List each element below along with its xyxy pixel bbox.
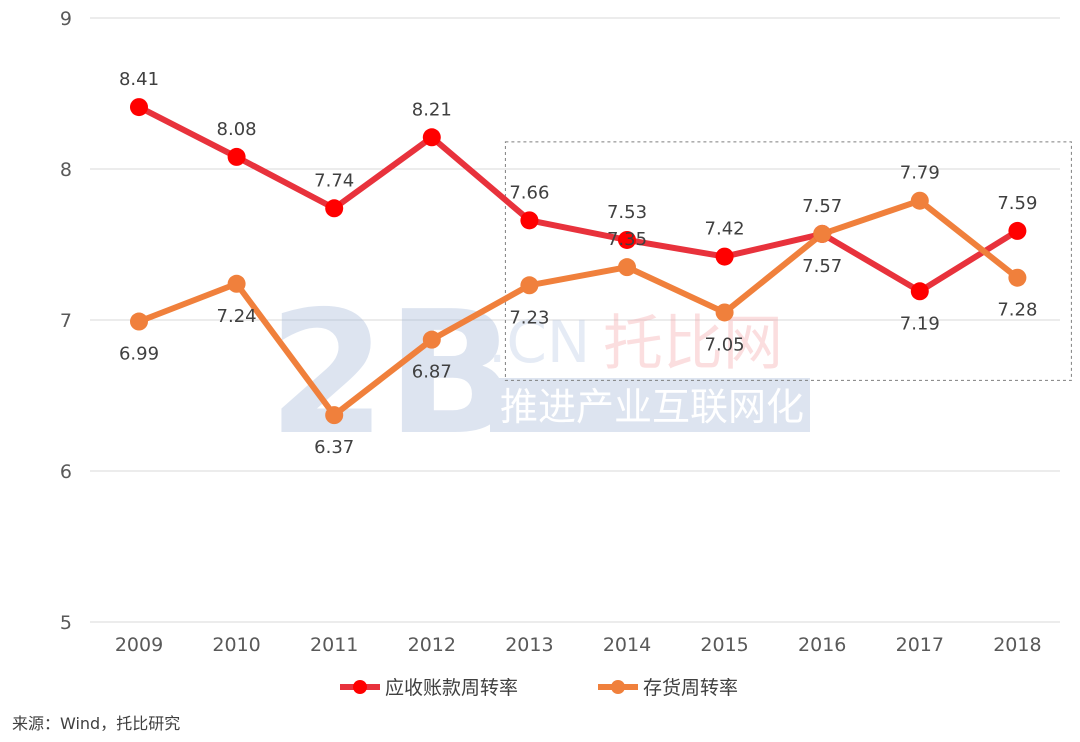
data-label: 7.59 bbox=[997, 193, 1037, 214]
x-tick-label: 2017 bbox=[896, 634, 944, 656]
legend-label-1: 应收账款周转率 bbox=[385, 677, 518, 699]
series-2-point bbox=[227, 274, 246, 293]
data-label: 7.53 bbox=[607, 202, 647, 223]
series-1-point bbox=[618, 230, 636, 249]
data-label: 7.19 bbox=[900, 313, 940, 334]
series-2-point bbox=[130, 312, 148, 331]
data-label: 7.66 bbox=[509, 182, 549, 203]
x-tick-label: 2013 bbox=[505, 634, 553, 656]
gridlines bbox=[90, 17, 1060, 623]
series-line-2 bbox=[137, 197, 1020, 419]
series-1-point bbox=[520, 211, 539, 230]
x-tick-label: 2010 bbox=[212, 634, 260, 656]
series-1-point bbox=[325, 199, 344, 218]
y-tick-label: 8 bbox=[60, 159, 72, 181]
x-tick-label: 2014 bbox=[603, 634, 651, 656]
data-label: 7.35 bbox=[607, 229, 647, 250]
watermark-brand: 托比网 bbox=[603, 309, 783, 379]
series-2-point bbox=[910, 191, 929, 210]
legend-marker-1 bbox=[353, 680, 367, 694]
series-1-point bbox=[1008, 221, 1027, 240]
y-tick-label: 7 bbox=[60, 310, 72, 332]
series-group bbox=[130, 98, 1027, 425]
series-1-point bbox=[422, 128, 441, 147]
y-tick-label: 6 bbox=[60, 461, 72, 483]
data-labels: 8.41 8.08 7.74 8.21 7.66 7.53 7.42 7.57 7.19 7.59… bbox=[119, 69, 1037, 458]
data-label: 6.37 bbox=[314, 437, 354, 458]
source-note: 来源：Wind，托比研究 bbox=[12, 714, 181, 733]
x-tick-label: 2016 bbox=[798, 634, 846, 656]
x-tick-label: 2011 bbox=[310, 634, 358, 656]
series-2-point bbox=[520, 276, 539, 295]
x-axis-ticks: 2009 2010 2011 2012 2013 2014 2015 2016 2017 2018 bbox=[115, 634, 1042, 656]
series-1-point bbox=[715, 247, 734, 266]
data-label: 7.74 bbox=[314, 170, 354, 191]
series-1-point bbox=[130, 98, 148, 117]
legend: 应收账款周转率 存货周转率 bbox=[340, 677, 738, 699]
data-label: 7.57 bbox=[802, 196, 842, 217]
data-label: 7.05 bbox=[705, 334, 745, 355]
data-label: 7.42 bbox=[705, 219, 745, 240]
data-label: 7.79 bbox=[900, 163, 940, 184]
series-2-point bbox=[813, 224, 832, 243]
legend-label-2: 存货周转率 bbox=[643, 677, 738, 699]
series-2-point bbox=[715, 303, 734, 322]
watermark-slogan-box bbox=[490, 378, 810, 432]
data-label: 7.28 bbox=[997, 300, 1037, 321]
series-2-point bbox=[1008, 268, 1027, 287]
y-tick-label: 5 bbox=[60, 612, 72, 634]
x-tick-label: 2012 bbox=[408, 634, 456, 656]
y-axis-ticks: 5 6 7 8 9 bbox=[60, 8, 72, 634]
data-label: 8.08 bbox=[217, 119, 257, 140]
series-2-point bbox=[618, 258, 636, 277]
series-1-point bbox=[910, 282, 929, 301]
series-2-point bbox=[422, 330, 441, 349]
data-label: 6.87 bbox=[412, 362, 452, 383]
series-2-point bbox=[325, 406, 344, 425]
watermark-slogan: 推进产业互联网化 bbox=[500, 385, 804, 429]
x-tick-label: 2009 bbox=[115, 634, 163, 656]
data-label: 7.24 bbox=[217, 306, 257, 327]
x-tick-label: 2015 bbox=[700, 634, 748, 656]
data-label: 7.23 bbox=[509, 307, 549, 328]
series-line-1 bbox=[137, 104, 1019, 295]
data-label: 8.21 bbox=[412, 99, 452, 120]
data-label: 8.41 bbox=[119, 69, 159, 90]
y-tick-label: 9 bbox=[60, 8, 72, 30]
series-1-point bbox=[227, 147, 246, 166]
highlight-box bbox=[504, 141, 1072, 381]
x-tick-label: 2018 bbox=[993, 634, 1041, 656]
data-label: 6.99 bbox=[119, 344, 159, 365]
legend-marker-2 bbox=[611, 680, 625, 694]
data-label: 7.57 bbox=[802, 256, 842, 277]
watermark: 2B .CN 托比网 推进产业互联网化 bbox=[268, 275, 810, 473]
